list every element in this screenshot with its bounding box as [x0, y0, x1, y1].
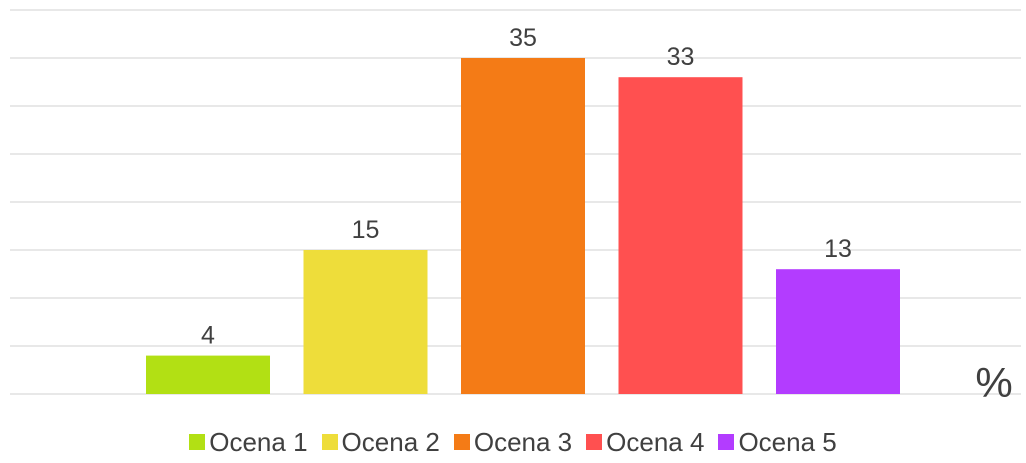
bar-ocena-3	[461, 58, 585, 394]
bars	[146, 58, 900, 394]
bar-ocena-4	[618, 77, 743, 394]
legend-label: Ocena 3	[473, 426, 573, 457]
legend-item-ocena-3: Ocena 3	[453, 426, 573, 458]
unit-label: %	[975, 359, 1012, 406]
legend-label: Ocena 2	[341, 426, 440, 457]
legend-item-ocena-5: Ocena 5	[718, 426, 837, 458]
legend-swatch	[586, 434, 603, 450]
data-labels: 4 15 35 33 13	[201, 24, 852, 350]
bar-ocena-5	[776, 269, 900, 394]
legend-item-ocena-4: Ocena 4	[586, 427, 704, 458]
data-label-ocena-5: 13	[824, 235, 852, 263]
data-label-ocena-1: 4	[201, 322, 215, 350]
legend-swatch	[189, 434, 206, 450]
legend-item-ocena-1: Ocena 1	[189, 426, 308, 458]
legend: Ocena 1 Ocena 2 Ocena 3 Ocena 4 Ocena 5	[0, 425, 1026, 459]
data-label-ocena-2: 15	[352, 216, 380, 244]
data-label-ocena-4: 33	[667, 43, 695, 71]
legend-label: Ocena 4	[606, 426, 705, 457]
bar-ocena-1	[146, 355, 270, 394]
legend-label: Ocena 5	[738, 426, 837, 457]
legend-swatch	[321, 434, 338, 450]
legend-swatch	[718, 434, 735, 450]
legend-item-ocena-2: Ocena 2	[321, 426, 440, 458]
legend-label: Ocena 1	[209, 426, 308, 457]
bar-ocena-2	[303, 250, 428, 394]
data-label-ocena-3: 35	[509, 24, 537, 52]
legend-swatch	[453, 434, 470, 450]
